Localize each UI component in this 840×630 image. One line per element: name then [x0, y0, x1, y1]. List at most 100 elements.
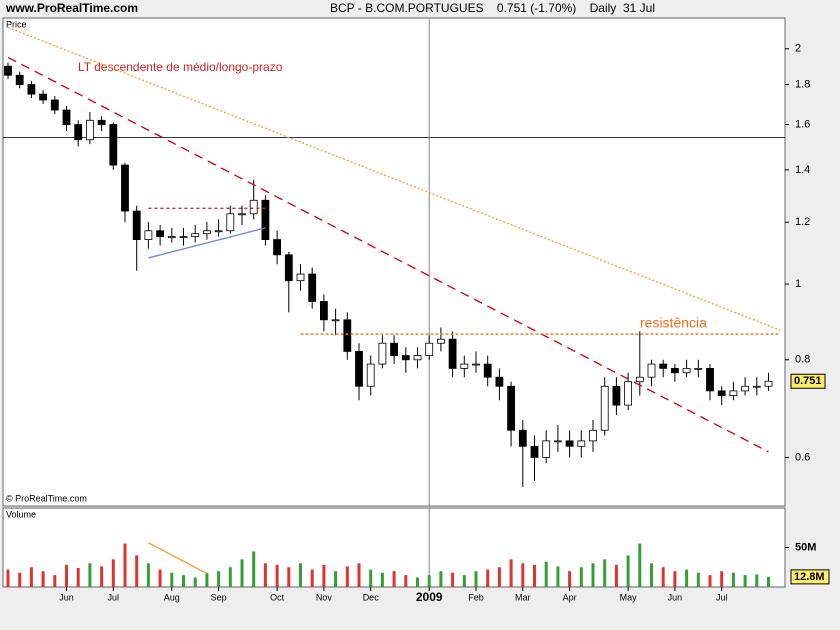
candle-body — [764, 380, 773, 387]
candle-body — [331, 319, 340, 322]
y-tick-label: 1.8 — [795, 78, 810, 90]
x-tick-label: Sep — [211, 592, 227, 602]
volume-bar — [158, 569, 162, 587]
volume-bar — [18, 572, 22, 587]
volume-bar — [6, 569, 10, 587]
volume-bar — [170, 572, 174, 587]
volume-bar — [544, 561, 548, 587]
x-tick-label: Aug — [164, 592, 180, 602]
y-tick-label: 0.8 — [795, 354, 810, 366]
candle-body — [483, 363, 492, 378]
last-volume-label: 12.8M — [794, 571, 825, 583]
candle-body — [507, 385, 516, 431]
volume-bar — [310, 569, 314, 587]
volume-bar — [626, 555, 630, 587]
candle-body — [600, 385, 609, 431]
x-tick-label: May — [620, 592, 638, 602]
candle-body — [542, 440, 551, 458]
candle-body — [50, 99, 59, 111]
price-pane — [2, 17, 786, 507]
annotation-line — [148, 227, 266, 259]
candle-body — [86, 119, 94, 141]
volume-bar — [287, 567, 291, 587]
y-tick-label: 50M — [795, 541, 816, 553]
volume-bar — [299, 563, 302, 587]
volume-bar — [497, 567, 501, 587]
volume-bar — [708, 575, 712, 587]
volume-bar — [755, 574, 759, 587]
copyright: © ProRealTime.com — [6, 493, 87, 503]
y-tick-label: 1.4 — [795, 164, 810, 176]
candle-body — [167, 236, 176, 239]
volume-bar — [357, 563, 361, 587]
x-tick-label: 2009 — [416, 590, 443, 604]
volume-bar — [252, 551, 256, 587]
candle-body — [319, 301, 328, 321]
volume-bar — [217, 571, 221, 587]
candle-body — [202, 230, 211, 235]
candle-body — [15, 74, 24, 85]
candle-body — [62, 109, 71, 125]
candle-body — [144, 230, 153, 240]
volume-bar — [111, 559, 115, 587]
candle-body — [635, 376, 644, 383]
candle-body — [39, 93, 47, 101]
trend-label: LT descendente de médio/longo-prazo — [78, 60, 283, 74]
volume-bar — [720, 571, 724, 587]
candle-body — [554, 440, 562, 443]
candle-body — [671, 367, 679, 374]
candle-body — [378, 342, 387, 365]
volume-bar — [603, 559, 607, 587]
candle-body — [612, 385, 621, 406]
x-tick-label: Oct — [270, 592, 285, 602]
volume-bar — [41, 571, 45, 587]
x-tick-label: Nov — [316, 592, 333, 602]
last-price-box — [790, 373, 826, 389]
candle-body — [214, 230, 223, 233]
volume-bar — [240, 559, 244, 587]
x-tick-label: Mar — [515, 592, 531, 602]
volume-bar — [193, 577, 197, 587]
candle-body — [390, 342, 399, 356]
last-volume-box — [790, 569, 830, 585]
candle-body — [682, 367, 691, 374]
candle-body — [530, 445, 539, 458]
candle-body — [659, 363, 668, 369]
candle-body — [191, 233, 200, 238]
volume-bar — [685, 569, 689, 587]
candle-body — [355, 351, 363, 387]
site-name: www.ProRealTime.com — [5, 1, 138, 15]
candle-body — [472, 363, 480, 366]
candle-body — [624, 381, 632, 406]
volume-bar — [509, 559, 513, 587]
volume-annotation-line — [148, 542, 208, 575]
resistance-label: resistência — [640, 315, 707, 331]
volume-bar — [380, 572, 384, 587]
volume-bar — [416, 577, 419, 587]
volume-bar — [123, 543, 127, 587]
volume-bar — [451, 572, 455, 587]
candle-body — [425, 342, 434, 356]
volume-bar — [88, 563, 92, 587]
volume-bar — [65, 564, 68, 587]
candle-body — [460, 363, 469, 369]
volume-bar — [205, 572, 209, 587]
candle-body — [284, 254, 293, 282]
x-tick-label: Apr — [563, 592, 577, 602]
last-price-label: 0.751 — [794, 375, 822, 387]
candle-body — [4, 65, 12, 76]
candle-body — [109, 124, 118, 166]
candle-body — [121, 164, 129, 212]
volume-bar — [743, 575, 747, 587]
volume-bar — [439, 571, 443, 587]
volume-label: Volume — [6, 509, 36, 519]
volume-bar — [275, 564, 279, 587]
volume-bar — [29, 567, 33, 587]
volume-bar — [146, 563, 150, 587]
candle-body — [156, 230, 165, 238]
volume-bar — [462, 575, 466, 587]
volume-bar — [228, 567, 232, 587]
candle-body — [132, 210, 141, 240]
volume-bar — [638, 543, 642, 587]
